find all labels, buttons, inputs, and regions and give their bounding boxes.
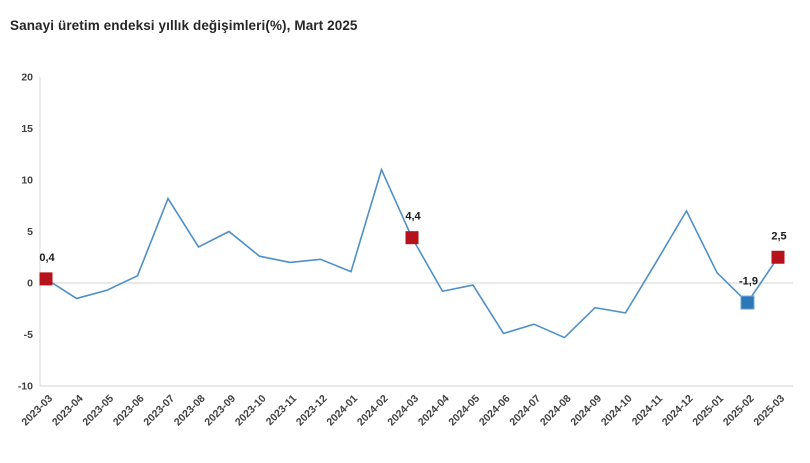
- y-tick-label: 5: [27, 226, 33, 238]
- x-tick-label: 2023-06: [111, 393, 147, 429]
- x-tick-label: 2023-03: [19, 393, 55, 429]
- data-point-label-2023-03: 0,4: [39, 252, 55, 264]
- y-tick-label: 15: [21, 123, 33, 135]
- x-tick-label: 2025-03: [751, 393, 787, 429]
- x-tick-label: 2024-09: [568, 393, 604, 429]
- y-tick-label: 0: [27, 278, 33, 290]
- data-point-label-2025-03: 2,5: [771, 230, 786, 242]
- y-tick-label: 20: [21, 72, 33, 84]
- x-tick-label: 2025-01: [690, 393, 726, 429]
- x-tick-label: 2024-02: [355, 393, 391, 429]
- x-tick-label: 2024-05: [446, 393, 482, 429]
- x-tick-label: 2023-08: [172, 393, 208, 429]
- x-tick-label: 2023-05: [80, 393, 116, 429]
- y-tick-label: 10: [21, 175, 33, 187]
- x-tick-label: 2023-11: [264, 393, 299, 428]
- x-tick-label: 2024-08: [538, 393, 574, 429]
- x-tick-label: 2024-03: [385, 393, 421, 429]
- x-tick-label: 2023-09: [202, 393, 238, 429]
- y-tick-label: -5: [24, 329, 33, 341]
- x-tick-label: 2023-12: [294, 393, 330, 429]
- data-point-marker-2025-03: [771, 250, 785, 264]
- x-tick-label: 2024-12: [660, 393, 696, 429]
- x-tick-label: 2023-10: [233, 393, 269, 429]
- x-tick-label: 2024-07: [507, 393, 543, 429]
- x-tick-label: 2024-10: [599, 393, 635, 429]
- x-tick-label: 2024-11: [630, 393, 665, 428]
- data-point-label-2024-03: 4,4: [405, 211, 421, 223]
- data-line: [45, 167, 779, 339]
- chart-title: Sanayi üretim endeksi yıllık değişimleri…: [10, 18, 358, 33]
- data-point-marker-2025-02: [740, 295, 755, 310]
- x-tick-label: 2024-04: [416, 393, 452, 429]
- x-tick-label: 2025-02: [721, 393, 757, 429]
- x-tick-label: 2023-04: [50, 393, 86, 429]
- y-tick-label: -10: [18, 381, 33, 393]
- x-tick-label: 2023-07: [141, 393, 177, 429]
- data-point-label-2025-02: -1,9: [739, 276, 758, 288]
- x-tick-label: 2024-01: [324, 393, 360, 429]
- x-tick-label: 2024-06: [477, 393, 513, 429]
- data-point-marker-2024-03: [405, 231, 419, 245]
- data-point-marker-2023-03: [39, 272, 53, 286]
